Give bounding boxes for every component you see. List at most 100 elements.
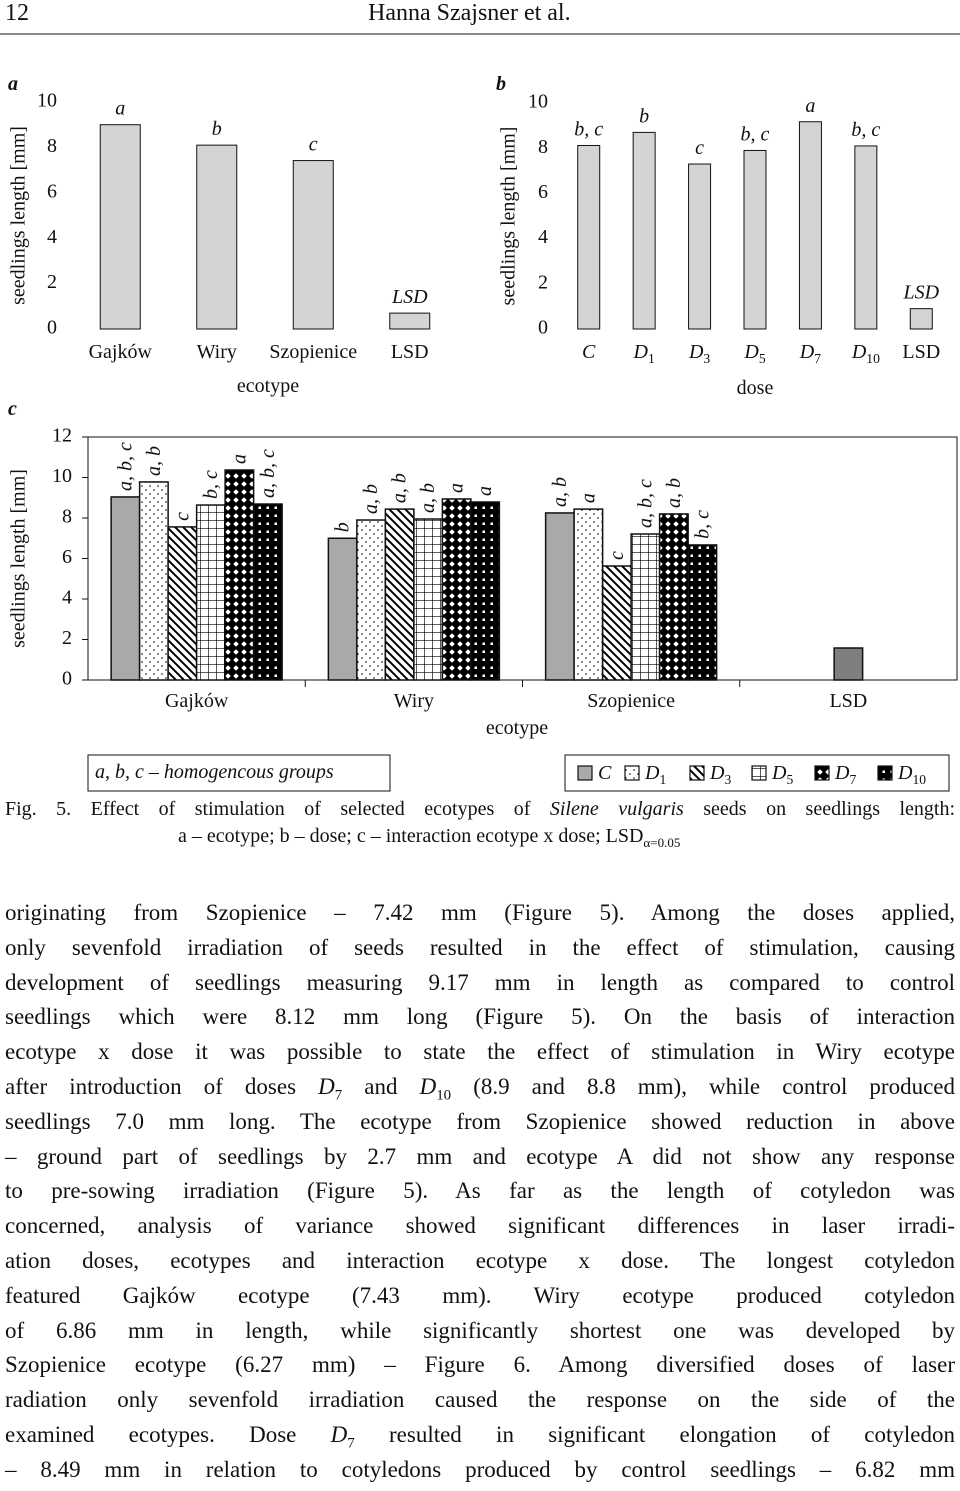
caption-line: a – ecotype; b – dose; c – interaction e… bbox=[178, 825, 680, 851]
group-label: a bbox=[115, 98, 125, 120]
y-tick-label: 12 bbox=[52, 425, 72, 447]
group-label: a bbox=[805, 95, 815, 117]
bar bbox=[384, 508, 415, 681]
group-label: LSD bbox=[391, 286, 428, 308]
y-axis-label: seedlings length [mm] bbox=[8, 469, 30, 648]
y-axis-label: seedlings length [mm] bbox=[8, 126, 30, 305]
legend-swatch bbox=[751, 765, 767, 781]
legend-label: C bbox=[598, 762, 612, 784]
y-tick-label: 10 bbox=[37, 90, 57, 112]
group-label: a, b, c bbox=[257, 449, 279, 498]
panel-label: a bbox=[8, 73, 18, 95]
group-label: a bbox=[577, 493, 599, 503]
caption-subscript: α=0.05 bbox=[643, 835, 681, 850]
x-tick-label: Wiry bbox=[394, 690, 434, 712]
group-label: a bbox=[474, 486, 496, 496]
bar bbox=[577, 144, 601, 330]
bar bbox=[743, 149, 767, 330]
legend-swatch bbox=[577, 765, 593, 781]
group-label: a, b, c bbox=[114, 442, 136, 491]
legend-swatch bbox=[877, 765, 893, 781]
y-tick-label: 8 bbox=[538, 136, 548, 158]
bar bbox=[687, 544, 718, 681]
bar bbox=[658, 513, 689, 681]
body-line: of 6.86 mm in length, while significantl… bbox=[5, 1317, 955, 1343]
group-label: a, b bbox=[360, 484, 382, 514]
group-label: c bbox=[171, 512, 193, 521]
note-box bbox=[87, 754, 391, 792]
bar bbox=[196, 144, 238, 330]
panel-label: c bbox=[8, 398, 17, 420]
y-tick-label: 4 bbox=[538, 226, 548, 248]
legend-swatch bbox=[689, 765, 705, 781]
caption-text: Effect of stimulation of selected ecotyp… bbox=[90, 798, 531, 820]
caption-species: Silene vulgaris bbox=[549, 798, 684, 820]
y-tick-label: 0 bbox=[47, 317, 57, 339]
x-tick-label: Szopienice bbox=[587, 690, 675, 712]
x-tick-label: Wiry bbox=[197, 341, 237, 363]
x-tick-label: LSD bbox=[391, 341, 429, 363]
x-tick-label: Gajków bbox=[165, 690, 229, 712]
body-line: seedlings 7.0 mm long. The ecotype from … bbox=[5, 1108, 955, 1134]
group-label: b, c bbox=[691, 510, 713, 539]
bar bbox=[798, 121, 822, 330]
y-tick-label: 10 bbox=[528, 91, 548, 113]
legend-label: D3 bbox=[709, 762, 731, 787]
y-tick-label: 4 bbox=[62, 587, 72, 609]
bar bbox=[224, 469, 255, 681]
y-tick-label: 10 bbox=[52, 465, 72, 487]
bar bbox=[167, 526, 198, 681]
group-label: a, b bbox=[143, 446, 165, 476]
x-tick-label: D3 bbox=[688, 341, 710, 366]
x-tick-label: Gajków bbox=[89, 341, 153, 363]
y-tick-label: 0 bbox=[538, 317, 548, 339]
legend-box bbox=[564, 754, 950, 792]
x-axis-label: ecotype bbox=[237, 375, 299, 397]
body-line: to pre-sowing irradiation (Figure 5). As… bbox=[5, 1178, 955, 1204]
bar bbox=[573, 508, 604, 681]
caption-line: Fig. 5. Effect of stimulation of selecte… bbox=[5, 798, 955, 821]
page-number: 12 bbox=[5, 0, 29, 26]
group-label: c bbox=[309, 134, 318, 156]
group-label: a, b bbox=[663, 478, 685, 508]
caption-text: seeds on seedlings length: bbox=[703, 798, 956, 820]
caption-label: Fig. 5. bbox=[5, 798, 72, 820]
x-tick-label: LSD bbox=[829, 690, 867, 712]
y-tick-label: 8 bbox=[62, 506, 72, 528]
x-tick-label: C bbox=[582, 341, 596, 363]
y-tick-label: 0 bbox=[62, 668, 72, 690]
group-label: b bbox=[212, 118, 222, 140]
group-label: a bbox=[228, 454, 250, 464]
y-tick-label: 2 bbox=[47, 271, 57, 293]
bar bbox=[601, 565, 632, 681]
legend-label: D7 bbox=[834, 762, 856, 787]
bar bbox=[292, 160, 334, 330]
body-line: development of seedlings measuring 9.17 … bbox=[5, 969, 955, 995]
x-tick-label: D10 bbox=[851, 341, 880, 366]
y-tick-label: 6 bbox=[47, 180, 57, 202]
bar bbox=[356, 519, 387, 681]
body-line: featured Gajków ecotype (7.43 mm). Wiry … bbox=[5, 1282, 955, 1308]
group-label: LSD bbox=[902, 282, 939, 304]
bar bbox=[195, 504, 226, 681]
body-line: Szopienice ecotype (6.27 mm) – Figure 6.… bbox=[5, 1352, 955, 1378]
group-label: a, b bbox=[549, 477, 571, 507]
body-line: ation doses, ecotypes and interaction ec… bbox=[5, 1248, 955, 1273]
y-tick-label: 6 bbox=[538, 181, 548, 203]
x-axis-label: ecotype bbox=[486, 717, 548, 739]
bar bbox=[630, 533, 661, 681]
panel-label: b bbox=[496, 73, 506, 95]
group-label: a, b bbox=[389, 473, 411, 503]
figure: a, b, c – homogencous groups a seedlings … bbox=[0, 33, 960, 792]
body-line: – 8.49 mm in relation to cotyledons prod… bbox=[5, 1456, 955, 1482]
running-head: Hanna Szajsner et al. bbox=[368, 0, 571, 26]
y-tick-label: 2 bbox=[538, 271, 548, 293]
y-tick-label: 8 bbox=[47, 135, 57, 157]
bar bbox=[389, 312, 431, 330]
legend-swatch bbox=[624, 765, 640, 781]
group-label: a, b bbox=[417, 483, 439, 513]
bar bbox=[854, 145, 878, 330]
bar bbox=[688, 163, 712, 330]
legend-label: D5 bbox=[771, 762, 793, 787]
